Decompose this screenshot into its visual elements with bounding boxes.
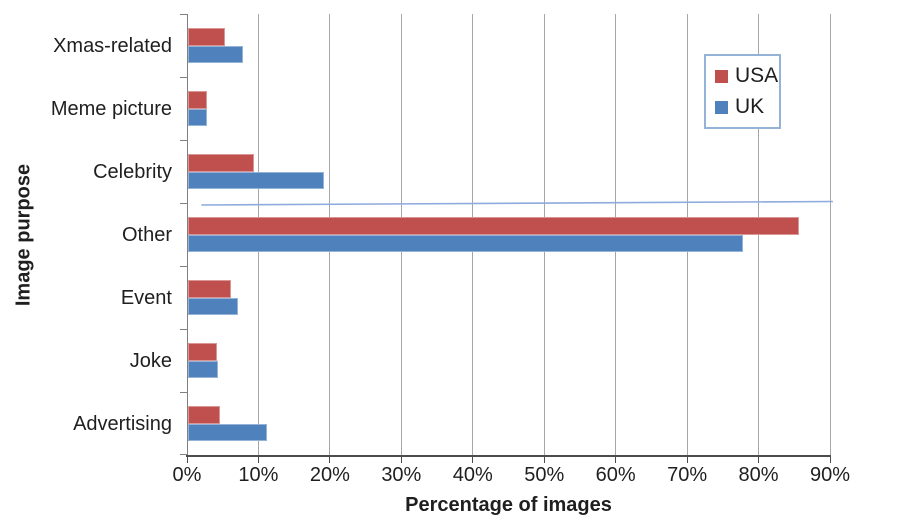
bar-uk-joke [188, 360, 218, 378]
bar-usa-other [188, 217, 799, 235]
x-axis-tick [758, 455, 760, 463]
bar-usa-celebrity [188, 154, 254, 172]
y-axis-tick [180, 77, 187, 78]
category-label-meme-picture: Meme picture [50, 97, 172, 120]
x-tick-label-20pct: 20% [309, 464, 350, 486]
bar-uk-advertising [188, 423, 267, 441]
category-label-advertising: Advertising [73, 412, 172, 435]
category-label-other: Other [121, 223, 172, 246]
bar-uk-other [188, 234, 744, 252]
y-axis-tick [180, 203, 187, 204]
x-axis-tick [543, 455, 545, 463]
legend-label-usa: USA [735, 64, 779, 87]
category-label-event: Event [120, 286, 172, 309]
category-label-xmas-related: Xmas-related [53, 34, 172, 57]
legend: USA UK [704, 54, 781, 129]
x-axis-tick [472, 455, 474, 463]
y-axis-tick [180, 454, 187, 455]
legend-label-uk: UK [735, 95, 765, 118]
y-axis-tick [180, 392, 187, 393]
legend-swatch-usa [715, 69, 728, 83]
bar-usa-xmas-related [188, 28, 226, 46]
y-axis-tick [180, 266, 187, 267]
x-tick-label-60pct: 60% [595, 464, 636, 486]
x-axis-tick [400, 455, 402, 463]
category-label-celebrity: Celebrity [93, 160, 172, 183]
bar-uk-meme-picture [188, 108, 208, 126]
legend-swatch-uk [715, 100, 728, 114]
y-axis-line [187, 14, 188, 455]
gridline-80pct [758, 14, 760, 455]
bar-usa-meme-picture [188, 91, 208, 109]
y-axis-tick [180, 14, 187, 15]
x-tick-label-30pct: 30% [381, 464, 422, 486]
bar-usa-advertising [188, 406, 221, 424]
x-tick-label-80pct: 80% [738, 464, 779, 486]
x-axis-tick [615, 455, 617, 463]
x-tick-label-70pct: 70% [667, 464, 708, 486]
x-tick-label-10pct: 10% [238, 464, 279, 486]
x-axis-tick [686, 455, 688, 463]
bar-uk-xmas-related [188, 45, 243, 63]
bar-usa-event [188, 280, 231, 298]
x-tick-label-40pct: 40% [452, 464, 493, 486]
bar-uk-celebrity [188, 171, 324, 189]
legend-item-uk: UK [715, 95, 779, 119]
y-axis-tick [180, 329, 187, 330]
x-tick-label-0pct: 0% [172, 464, 202, 486]
legend-item-usa: USA [715, 64, 779, 88]
category-label-joke: Joke [129, 349, 172, 372]
x-axis-tick [829, 455, 831, 463]
x-axis-line [186, 455, 831, 457]
plot-area [180, 14, 831, 463]
x-axis-tick [186, 455, 188, 463]
x-axis-tick [257, 455, 259, 463]
x-axis-tick [329, 455, 331, 463]
bar-usa-joke [188, 343, 217, 361]
x-tick-label-50pct: 50% [524, 464, 565, 486]
gridline-90pct [829, 14, 831, 455]
x-axis-title: Percentage of images [405, 494, 612, 516]
bar-uk-event [188, 297, 238, 315]
x-tick-label-90pct: 90% [809, 464, 851, 486]
y-axis-tick [180, 140, 187, 141]
